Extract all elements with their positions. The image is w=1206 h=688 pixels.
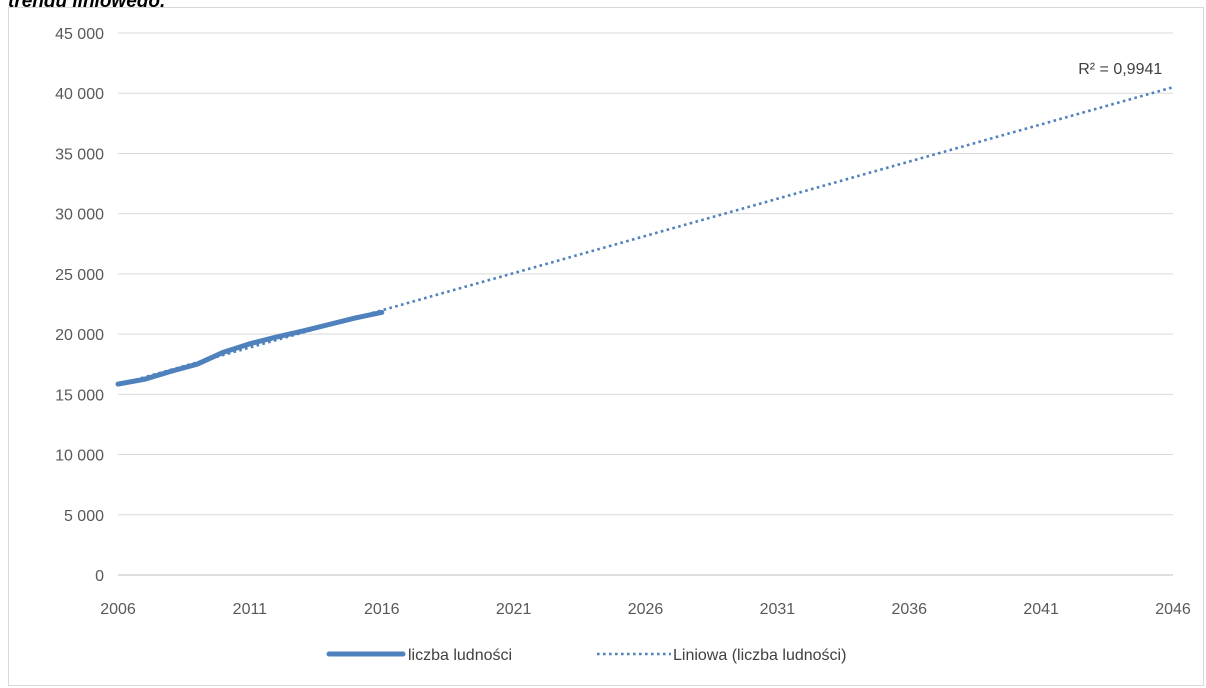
legend-label-trendline: Liniowa (liczba ludności)	[673, 647, 846, 664]
legend: liczba ludności Liniowa (liczba ludności)	[326, 647, 846, 664]
y-tick-label: 30 000	[55, 207, 104, 224]
x-tick-label: 2046	[1155, 601, 1191, 618]
y-tick-label: 5 000	[64, 508, 104, 525]
r-squared-label: R² = 0,9941	[1078, 61, 1162, 78]
population-series-line	[115, 309, 385, 387]
y-tick-label: 40 000	[55, 86, 104, 103]
annotations: R² = 0,9941	[1078, 61, 1162, 78]
x-tick-label: 2006	[100, 601, 136, 618]
trendline-series	[117, 85, 1174, 386]
population-trend-chart: 0 5 000 10 000 15 000 20 000 25 000 30 000 35 0…	[55, 26, 1191, 664]
y-tick-label: 0	[95, 568, 104, 585]
y-tick-label: 20 000	[55, 327, 104, 344]
y-tick-label: 45 000	[55, 26, 104, 43]
y-tick-label: 35 000	[55, 146, 104, 163]
y-tick-label: 10 000	[55, 448, 104, 465]
y-axis-tick-labels: 0 5 000 10 000 15 000 20 000 25 000 30 000 35 0…	[55, 26, 104, 585]
data-series	[115, 85, 1174, 387]
x-axis-tick-labels: 2006 2011 2016 2021 2026 2031 2036 2041 2046	[100, 601, 1191, 618]
y-tick-label: 25 000	[55, 267, 104, 284]
legend-label-population: liczba ludności	[408, 647, 512, 664]
x-tick-label: 2036	[891, 601, 927, 618]
chart-frame: 0 5 000 10 000 15 000 20 000 25 000 30 000 35 0…	[8, 7, 1204, 686]
x-tick-label: 2021	[496, 601, 532, 618]
y-tick-label: 15 000	[55, 387, 104, 404]
gridlines	[118, 32, 1173, 576]
x-tick-label: 2026	[628, 601, 664, 618]
x-tick-label: 2011	[233, 601, 268, 618]
x-tick-label: 2041	[1023, 601, 1059, 618]
x-tick-label: 2016	[364, 601, 400, 618]
x-tick-label: 2031	[760, 601, 796, 618]
